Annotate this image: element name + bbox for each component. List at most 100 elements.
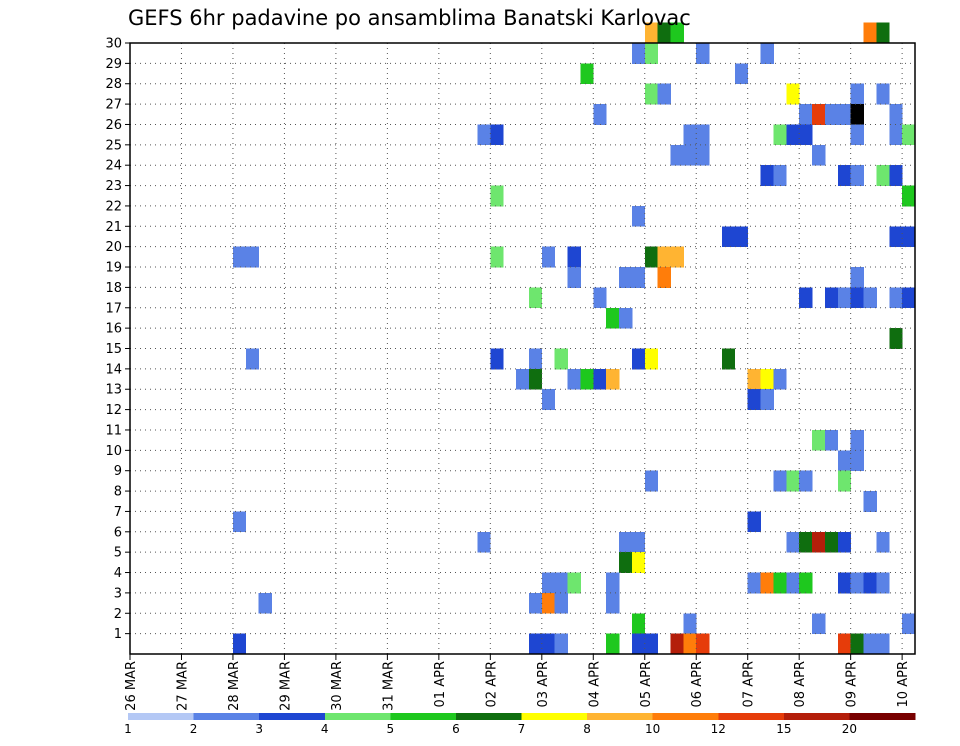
- data-cell: [567, 267, 581, 288]
- data-cell: [541, 572, 556, 594]
- data-cell: [837, 165, 852, 186]
- data-cell: [232, 511, 247, 533]
- colorbar-label: 4: [321, 722, 329, 736]
- data-cell: [760, 389, 774, 410]
- data-cell: [528, 633, 543, 655]
- data-cell: [606, 307, 620, 329]
- data-cell: [606, 592, 620, 614]
- data-cell: [850, 267, 864, 288]
- y-tick-label: 26: [105, 118, 122, 133]
- y-tick-label: 19: [105, 261, 122, 276]
- data-cell: [528, 592, 543, 614]
- data-cell: [631, 531, 646, 553]
- data-cell: [477, 124, 491, 146]
- data-cell: [683, 144, 697, 166]
- data-cell: [760, 368, 774, 390]
- colorbar-label: 3: [255, 722, 263, 736]
- data-cell: [850, 104, 864, 125]
- data-cell: [850, 83, 864, 105]
- colorbar-swatch: [587, 713, 653, 720]
- data-cell: [876, 165, 890, 186]
- data-cell: [889, 287, 903, 309]
- data-cell: [245, 348, 260, 370]
- data-cell: [889, 124, 903, 146]
- x-tick-label: 02 APR: [484, 661, 499, 707]
- data-cell: [541, 633, 556, 655]
- cells-layer: [232, 22, 916, 655]
- data-cell: [644, 470, 659, 492]
- x-tick-label: 29 MAR: [278, 661, 293, 711]
- y-tick-label: 16: [105, 322, 122, 337]
- x-tick-label: 01 APR: [433, 661, 448, 707]
- data-cell: [760, 572, 774, 594]
- data-cell: [837, 633, 852, 655]
- data-cell: [670, 633, 684, 655]
- data-cell: [232, 633, 247, 655]
- data-cell: [631, 613, 646, 635]
- data-cell: [773, 368, 787, 390]
- data-cell: [812, 613, 826, 635]
- data-cell: [631, 43, 646, 64]
- y-tick-label: 25: [105, 138, 122, 153]
- data-cell: [258, 592, 272, 614]
- data-cell: [837, 572, 852, 594]
- data-cell: [850, 450, 864, 472]
- data-cell: [490, 185, 504, 207]
- data-cell: [747, 572, 761, 594]
- data-cell: [837, 470, 852, 492]
- data-cell: [850, 429, 864, 451]
- data-cell: [824, 429, 839, 451]
- colorbar-label: 1: [124, 722, 132, 736]
- data-cell: [490, 348, 504, 370]
- colorbar-swatch: [521, 713, 588, 720]
- data-cell: [554, 348, 568, 370]
- data-cell: [786, 531, 800, 553]
- data-cell: [799, 104, 813, 125]
- data-cell: [773, 572, 787, 594]
- data-cell: [554, 592, 568, 614]
- grid-layer: [129, 42, 915, 654]
- data-cell: [799, 572, 813, 594]
- data-cell: [696, 43, 710, 64]
- chart-title: GEFS 6hr padavine po ansamblima Banatski…: [128, 6, 691, 30]
- y-tick-label: 3: [114, 586, 122, 601]
- data-cell: [245, 246, 260, 268]
- y-tick-label: 29: [105, 57, 122, 72]
- data-cell: [850, 287, 864, 309]
- data-cell: [657, 83, 671, 105]
- data-cell: [580, 368, 594, 390]
- data-cell: [876, 22, 890, 44]
- y-tick-label: 14: [105, 362, 122, 377]
- data-cell: [889, 328, 903, 349]
- data-cell: [670, 22, 684, 44]
- y-tick-label: 15: [105, 342, 122, 357]
- data-cell: [863, 22, 877, 44]
- data-cell: [593, 104, 607, 125]
- data-cell: [773, 165, 787, 186]
- data-cell: [786, 124, 800, 146]
- y-tick-label: 17: [105, 301, 122, 316]
- data-cell: [876, 83, 890, 105]
- x-tick-label: 30 MAR: [330, 661, 345, 711]
- data-cell: [644, 633, 659, 655]
- data-cell: [606, 368, 620, 390]
- x-tick-label: 04 APR: [587, 661, 602, 707]
- y-tick-label: 7: [114, 505, 122, 520]
- data-cell: [863, 491, 877, 512]
- data-cell: [799, 124, 813, 146]
- x-tick-label: 08 APR: [793, 661, 808, 707]
- colorbar: 1 2 3 4 5 6 7 8 10 12 15 20: [124, 713, 916, 736]
- data-cell: [799, 287, 813, 309]
- data-cell: [773, 470, 787, 492]
- y-tick-label: 2: [114, 607, 122, 622]
- data-cell: [786, 470, 800, 492]
- data-cell: [683, 633, 697, 655]
- data-cell: [683, 124, 697, 146]
- y-tick-label: 13: [105, 383, 122, 398]
- x-tick-label: 27 MAR: [175, 661, 190, 711]
- data-cell: [812, 104, 826, 125]
- data-cell: [876, 633, 890, 655]
- data-cell: [721, 348, 736, 370]
- y-tick-label: 22: [105, 199, 122, 214]
- data-cell: [824, 104, 839, 125]
